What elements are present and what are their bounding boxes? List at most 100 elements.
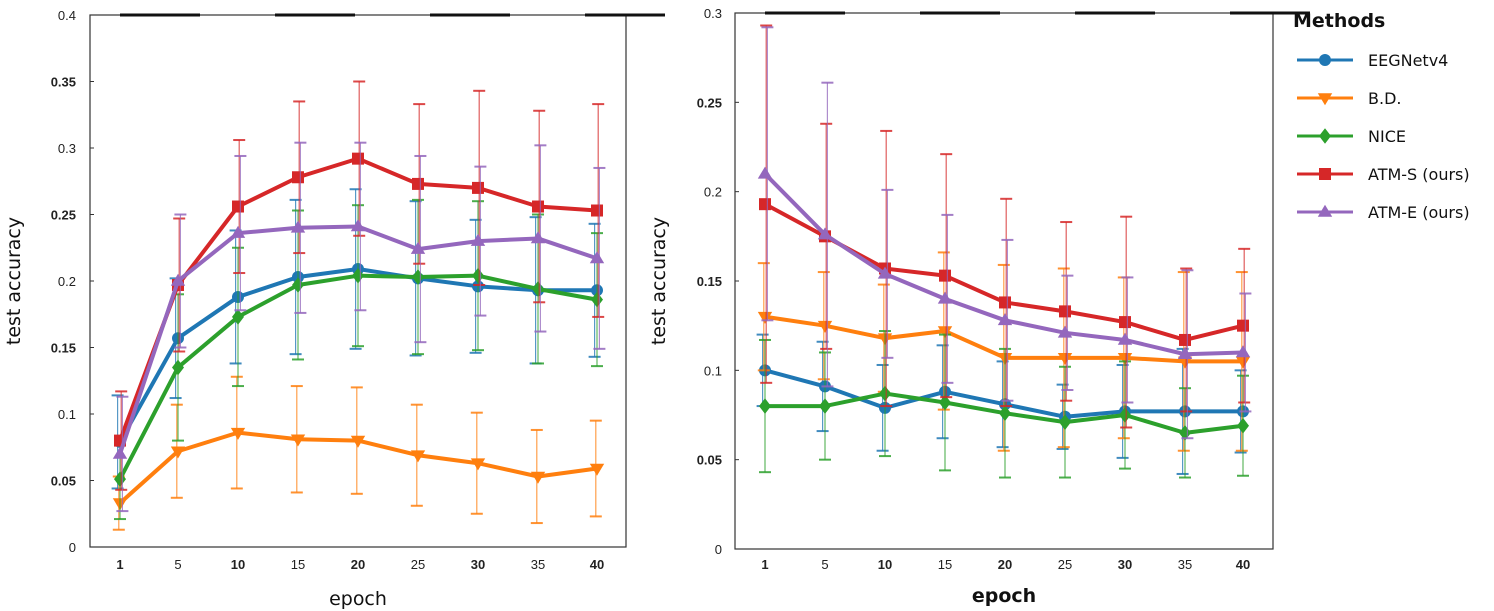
x-tick-label: 30 <box>471 557 485 572</box>
x-tick-label: 30 <box>1118 557 1132 572</box>
x-tick-label: 25 <box>1058 557 1072 572</box>
left-chart: 00.050.10.150.20.250.30.350.41 5 10 15 20 25 3… <box>51 8 665 572</box>
data-point <box>410 450 426 463</box>
y-tick-label: 0.15 <box>51 341 76 356</box>
series-nice <box>759 330 1249 479</box>
data-point <box>937 291 953 304</box>
data-point <box>170 446 186 459</box>
data-point <box>170 273 186 286</box>
legend-marker-eegnetv4 <box>1319 54 1331 66</box>
data-point <box>1119 316 1131 329</box>
legend-marker-atm-e-ours <box>1317 204 1333 217</box>
data-point <box>1059 414 1071 430</box>
legend-title: Methods <box>1293 10 1385 32</box>
data-point <box>1237 319 1249 332</box>
y-tick-label: 0.1 <box>58 407 76 422</box>
data-point <box>350 435 366 448</box>
right-chart: 00.050.10.150.20.250.31 5 10 15 20 25 30 35 40 <box>697 6 1310 572</box>
data-point <box>530 471 546 484</box>
data-point <box>877 266 893 279</box>
y-tick-label: 0.05 <box>697 453 722 468</box>
series-atm-e-ours <box>757 26 1252 440</box>
data-point <box>999 296 1011 309</box>
data-point <box>939 394 951 411</box>
data-point <box>232 309 244 325</box>
data-point <box>112 446 128 459</box>
data-point <box>472 181 484 194</box>
right-ylabel: test accuracy <box>648 217 670 345</box>
data-point <box>757 311 773 324</box>
x-tick-label: 15 <box>291 557 305 572</box>
data-point <box>759 198 771 211</box>
data-point <box>230 225 246 238</box>
data-point <box>1117 332 1133 345</box>
data-point <box>1237 417 1249 434</box>
x-tick-label: 5 <box>174 557 181 572</box>
data-point <box>997 313 1013 326</box>
data-point <box>530 231 546 244</box>
series-atm-e-ours <box>112 141 606 513</box>
legend-marker-atm-s-ours <box>1319 168 1331 180</box>
y-tick-label: 0.3 <box>704 6 722 21</box>
x-tick-label: 35 <box>1178 557 1192 572</box>
series-nice <box>114 198 603 521</box>
y-tick-label: 0.1 <box>704 363 722 378</box>
legend-label-b-d: B.D. <box>1368 89 1401 108</box>
data-point <box>1235 345 1251 358</box>
data-point <box>290 220 306 233</box>
data-point <box>999 405 1011 422</box>
series-b-d <box>112 375 605 531</box>
y-tick-label: 0.4 <box>58 8 76 23</box>
y-tick-label: 0.05 <box>51 474 76 489</box>
x-tick-label: 25 <box>411 557 425 572</box>
legend-marker-nice <box>1319 128 1331 144</box>
data-point <box>591 204 603 217</box>
x-tick-label: 1 <box>761 557 768 572</box>
y-tick-label: 0.3 <box>58 141 76 156</box>
x-tick-label: 35 <box>531 557 545 572</box>
x-tick-label: 20 <box>998 557 1012 572</box>
data-point <box>290 434 306 447</box>
legend-label-eegnetv4: EEGNetv4 <box>1368 51 1448 70</box>
y-tick-label: 0.25 <box>697 95 722 110</box>
data-point <box>937 326 953 339</box>
data-point <box>757 166 773 179</box>
data-point <box>1059 305 1071 318</box>
x-tick-label: 1 <box>116 557 123 572</box>
data-point <box>1177 356 1193 369</box>
data-point <box>412 177 424 190</box>
y-tick-label: 0.35 <box>51 75 76 90</box>
data-point <box>589 463 605 476</box>
data-point <box>352 152 364 165</box>
x-tick-label: 5 <box>821 557 828 572</box>
legend-marker-b-d <box>1317 93 1333 106</box>
x-tick-label: 40 <box>590 557 604 572</box>
data-point <box>1235 356 1251 369</box>
data-point <box>759 398 771 414</box>
data-point <box>879 385 891 402</box>
data-point <box>172 359 184 376</box>
data-point <box>817 227 833 240</box>
y-tick-label: 0 <box>715 542 722 557</box>
data-point <box>470 458 486 471</box>
left-ylabel: test accuracy <box>3 217 25 345</box>
left-xlabel: epoch <box>329 588 387 610</box>
data-point <box>410 241 426 254</box>
data-point <box>1117 353 1133 366</box>
data-point <box>532 200 544 213</box>
y-tick-label: 0 <box>69 540 76 555</box>
y-tick-label: 0.2 <box>58 274 76 289</box>
x-tick-label: 10 <box>878 557 892 572</box>
data-point <box>1119 407 1131 423</box>
data-point <box>470 233 486 246</box>
data-point <box>817 320 833 333</box>
data-point <box>939 269 951 282</box>
data-point <box>589 251 605 264</box>
y-tick-label: 0.15 <box>697 274 722 289</box>
legend-label-atm-e-ours: ATM-E (ours) <box>1368 203 1470 222</box>
legend: Methods EEGNetv4 B.D. NICE ATM-S (ours) ATM-… <box>1293 10 1470 222</box>
right-xlabel: epoch <box>972 585 1036 607</box>
x-tick-label: 20 <box>351 557 365 572</box>
x-tick-label: 10 <box>231 557 245 572</box>
